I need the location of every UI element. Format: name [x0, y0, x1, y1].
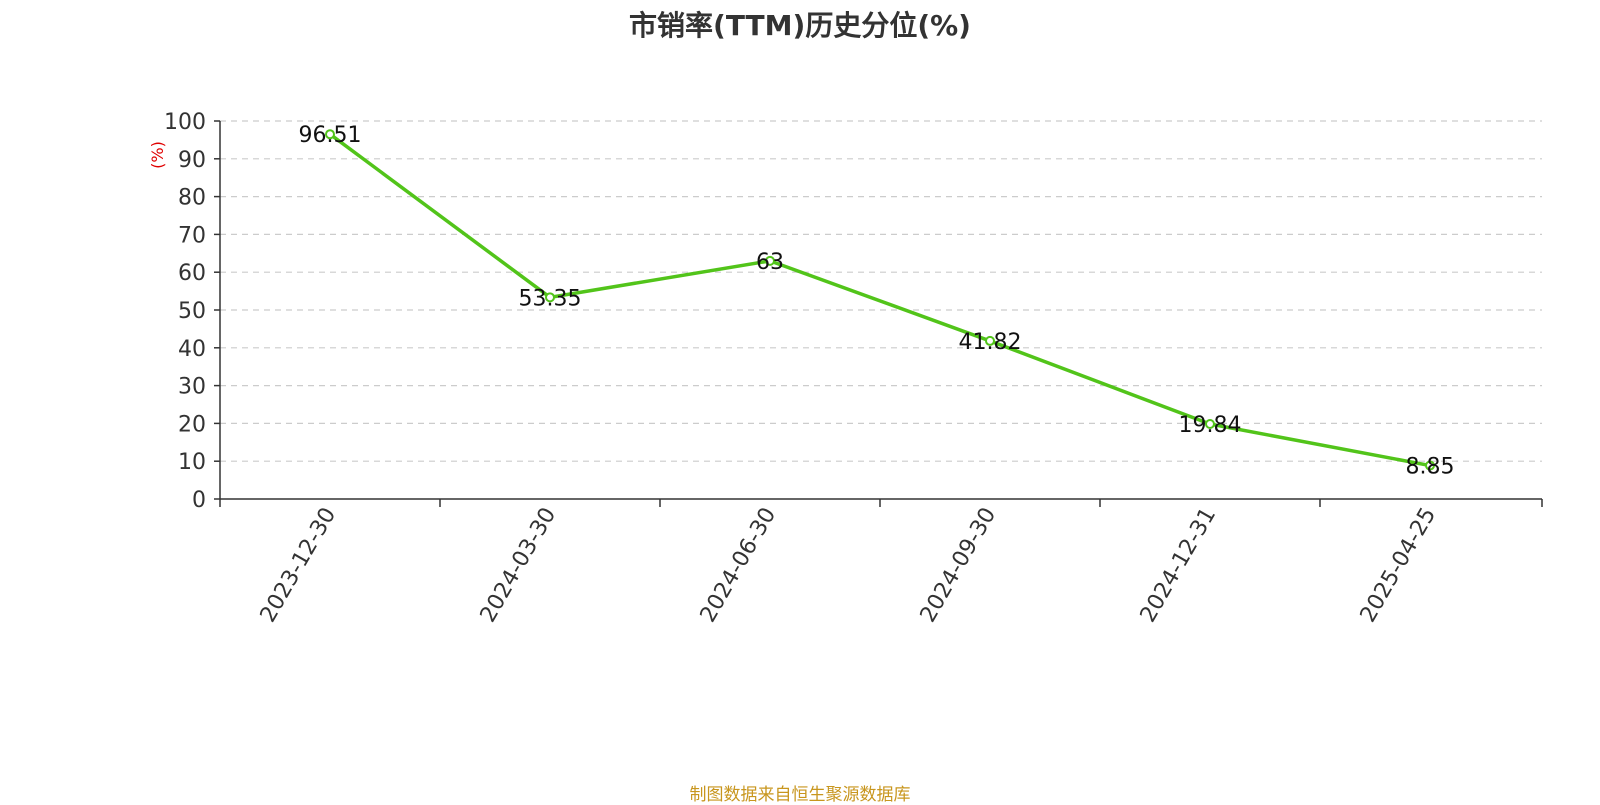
data-labels: 96.51 53.35 63 41.82 19.84 8.85: [299, 123, 1455, 479]
grid-lines: [220, 120, 1542, 462]
data-label: 41.82: [959, 330, 1022, 355]
y-tick-label: 0: [192, 488, 206, 513]
series-line: [328, 132, 1432, 468]
x-tick-label: 2024-12-31: [1136, 504, 1222, 627]
data-point: [545, 292, 555, 303]
y-tick-label: 80: [178, 186, 206, 211]
data-point: [765, 255, 775, 266]
data-label: 8.85: [1406, 455, 1455, 480]
x-tick-label: 2024-09-30: [916, 504, 1002, 627]
data-label: 53.35: [519, 286, 582, 311]
y-tick-label: 90: [178, 148, 206, 173]
x-tick-label: 2024-03-30: [476, 504, 562, 627]
data-point: [1205, 419, 1215, 430]
y-tick-label: 60: [178, 261, 206, 286]
data-point: [325, 129, 335, 140]
data-point: [985, 335, 995, 346]
y-tick-label: 50: [178, 299, 206, 324]
data-label: 19.84: [1179, 413, 1242, 438]
source-note: 制图数据来自恒生聚源数据库: [689, 785, 911, 805]
y-axis-unit-label: (%): [148, 141, 167, 169]
y-tick-label: 10: [178, 450, 206, 475]
x-tick-label: 2023-12-30: [256, 504, 342, 627]
x-tick-label: 2024-06-30: [696, 504, 782, 627]
data-label: 96.51: [299, 123, 362, 148]
data-label: 63: [756, 250, 784, 275]
y-tick-label: 70: [178, 223, 206, 248]
series-layer: [325, 129, 1435, 471]
axes: 0 10 20 30 40 50 60 70 80 90 100 (%) 2023-12-30 2024-…: [148, 110, 1543, 627]
y-tick-label: 30: [178, 375, 206, 400]
y-tick-label: 20: [178, 412, 206, 437]
chart-title: 市销率(TTM)历史分位(%): [629, 9, 971, 42]
x-tick-label: 2025-04-25: [1356, 504, 1442, 627]
y-tick-label: 100: [164, 110, 206, 135]
data-point: [1425, 460, 1435, 471]
y-tick-label: 40: [178, 337, 206, 362]
